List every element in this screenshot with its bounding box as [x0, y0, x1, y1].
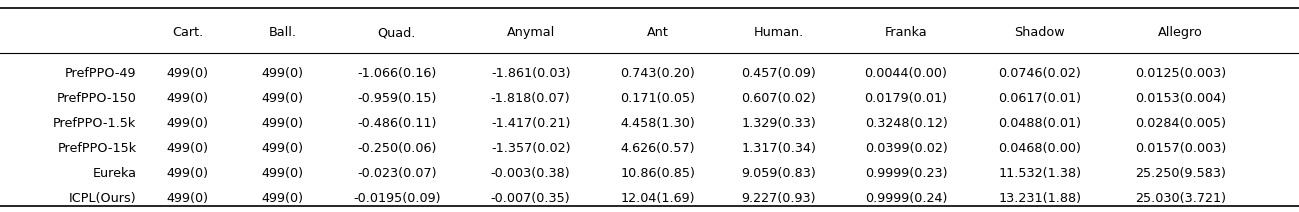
Text: 9.059(0.83): 9.059(0.83): [742, 167, 816, 180]
Text: -0.0195(0.09): -0.0195(0.09): [353, 192, 440, 205]
Text: 12.04(1.69): 12.04(1.69): [621, 192, 695, 205]
Text: Ant: Ant: [647, 26, 669, 39]
Text: 1.317(0.34): 1.317(0.34): [742, 142, 816, 155]
Text: 499(0): 499(0): [166, 117, 209, 130]
Text: 10.86(0.85): 10.86(0.85): [621, 167, 695, 180]
Text: PrefPPO-150: PrefPPO-150: [57, 92, 136, 105]
Text: 0.0399(0.02): 0.0399(0.02): [865, 142, 947, 155]
Text: 0.743(0.20): 0.743(0.20): [621, 67, 695, 80]
Text: 0.607(0.02): 0.607(0.02): [742, 92, 816, 105]
Text: -0.003(0.38): -0.003(0.38): [491, 167, 570, 180]
Text: 499(0): 499(0): [261, 92, 304, 105]
Text: 9.227(0.93): 9.227(0.93): [742, 192, 816, 205]
Text: 499(0): 499(0): [166, 192, 209, 205]
Text: Cart.: Cart.: [171, 26, 204, 39]
Text: -0.023(0.07): -0.023(0.07): [357, 167, 436, 180]
Text: PrefPPO-49: PrefPPO-49: [65, 67, 136, 80]
Text: 499(0): 499(0): [261, 167, 304, 180]
Text: 0.3248(0.12): 0.3248(0.12): [865, 117, 947, 130]
Text: -0.486(0.11): -0.486(0.11): [357, 117, 436, 130]
Text: 499(0): 499(0): [166, 67, 209, 80]
Text: -0.250(0.06): -0.250(0.06): [357, 142, 436, 155]
Text: 499(0): 499(0): [261, 117, 304, 130]
Text: -1.357(0.02): -1.357(0.02): [491, 142, 570, 155]
Text: Anymal: Anymal: [507, 26, 555, 39]
Text: 1.329(0.33): 1.329(0.33): [742, 117, 816, 130]
Text: PrefPPO-1.5k: PrefPPO-1.5k: [53, 117, 136, 130]
Text: Ball.: Ball.: [269, 26, 296, 39]
Text: 499(0): 499(0): [261, 192, 304, 205]
Text: 0.0153(0.004): 0.0153(0.004): [1135, 92, 1226, 105]
Text: Franka: Franka: [885, 26, 927, 39]
Text: Quad.: Quad.: [378, 26, 416, 39]
Text: 0.0746(0.02): 0.0746(0.02): [999, 67, 1081, 80]
Text: 0.0157(0.003): 0.0157(0.003): [1135, 142, 1226, 155]
Text: 0.0488(0.01): 0.0488(0.01): [999, 117, 1081, 130]
Text: 499(0): 499(0): [166, 142, 209, 155]
Text: Human.: Human.: [753, 26, 804, 39]
Text: PrefPPO-15k: PrefPPO-15k: [57, 142, 136, 155]
Text: 25.030(3.721): 25.030(3.721): [1135, 192, 1226, 205]
Text: Eureka: Eureka: [92, 167, 136, 180]
Text: 0.0468(0.00): 0.0468(0.00): [999, 142, 1081, 155]
Text: 0.9999(0.24): 0.9999(0.24): [865, 192, 947, 205]
Text: Allegro: Allegro: [1159, 26, 1203, 39]
Text: 0.0125(0.003): 0.0125(0.003): [1135, 67, 1226, 80]
Text: 0.0179(0.01): 0.0179(0.01): [865, 92, 947, 105]
Text: 4.626(0.57): 4.626(0.57): [621, 142, 695, 155]
Text: 13.231(1.88): 13.231(1.88): [999, 192, 1081, 205]
Text: 0.0284(0.005): 0.0284(0.005): [1135, 117, 1226, 130]
Text: 0.171(0.05): 0.171(0.05): [621, 92, 695, 105]
Text: -0.007(0.35): -0.007(0.35): [491, 192, 570, 205]
Text: 499(0): 499(0): [166, 167, 209, 180]
Text: -1.818(0.07): -1.818(0.07): [491, 92, 570, 105]
Text: 499(0): 499(0): [261, 142, 304, 155]
Text: Shadow: Shadow: [1015, 26, 1065, 39]
Text: 499(0): 499(0): [261, 67, 304, 80]
Text: 0.0044(0.00): 0.0044(0.00): [865, 67, 947, 80]
Text: -1.417(0.21): -1.417(0.21): [491, 117, 570, 130]
Text: 25.250(9.583): 25.250(9.583): [1135, 167, 1226, 180]
Text: -0.959(0.15): -0.959(0.15): [357, 92, 436, 105]
Text: 11.532(1.38): 11.532(1.38): [999, 167, 1081, 180]
Text: 0.0617(0.01): 0.0617(0.01): [999, 92, 1081, 105]
Text: 0.9999(0.23): 0.9999(0.23): [865, 167, 947, 180]
Text: -1.861(0.03): -1.861(0.03): [491, 67, 570, 80]
Text: 499(0): 499(0): [166, 92, 209, 105]
Text: 4.458(1.30): 4.458(1.30): [621, 117, 695, 130]
Text: ICPL(Ours): ICPL(Ours): [69, 192, 136, 205]
Text: -1.066(0.16): -1.066(0.16): [357, 67, 436, 80]
Text: 0.457(0.09): 0.457(0.09): [742, 67, 816, 80]
